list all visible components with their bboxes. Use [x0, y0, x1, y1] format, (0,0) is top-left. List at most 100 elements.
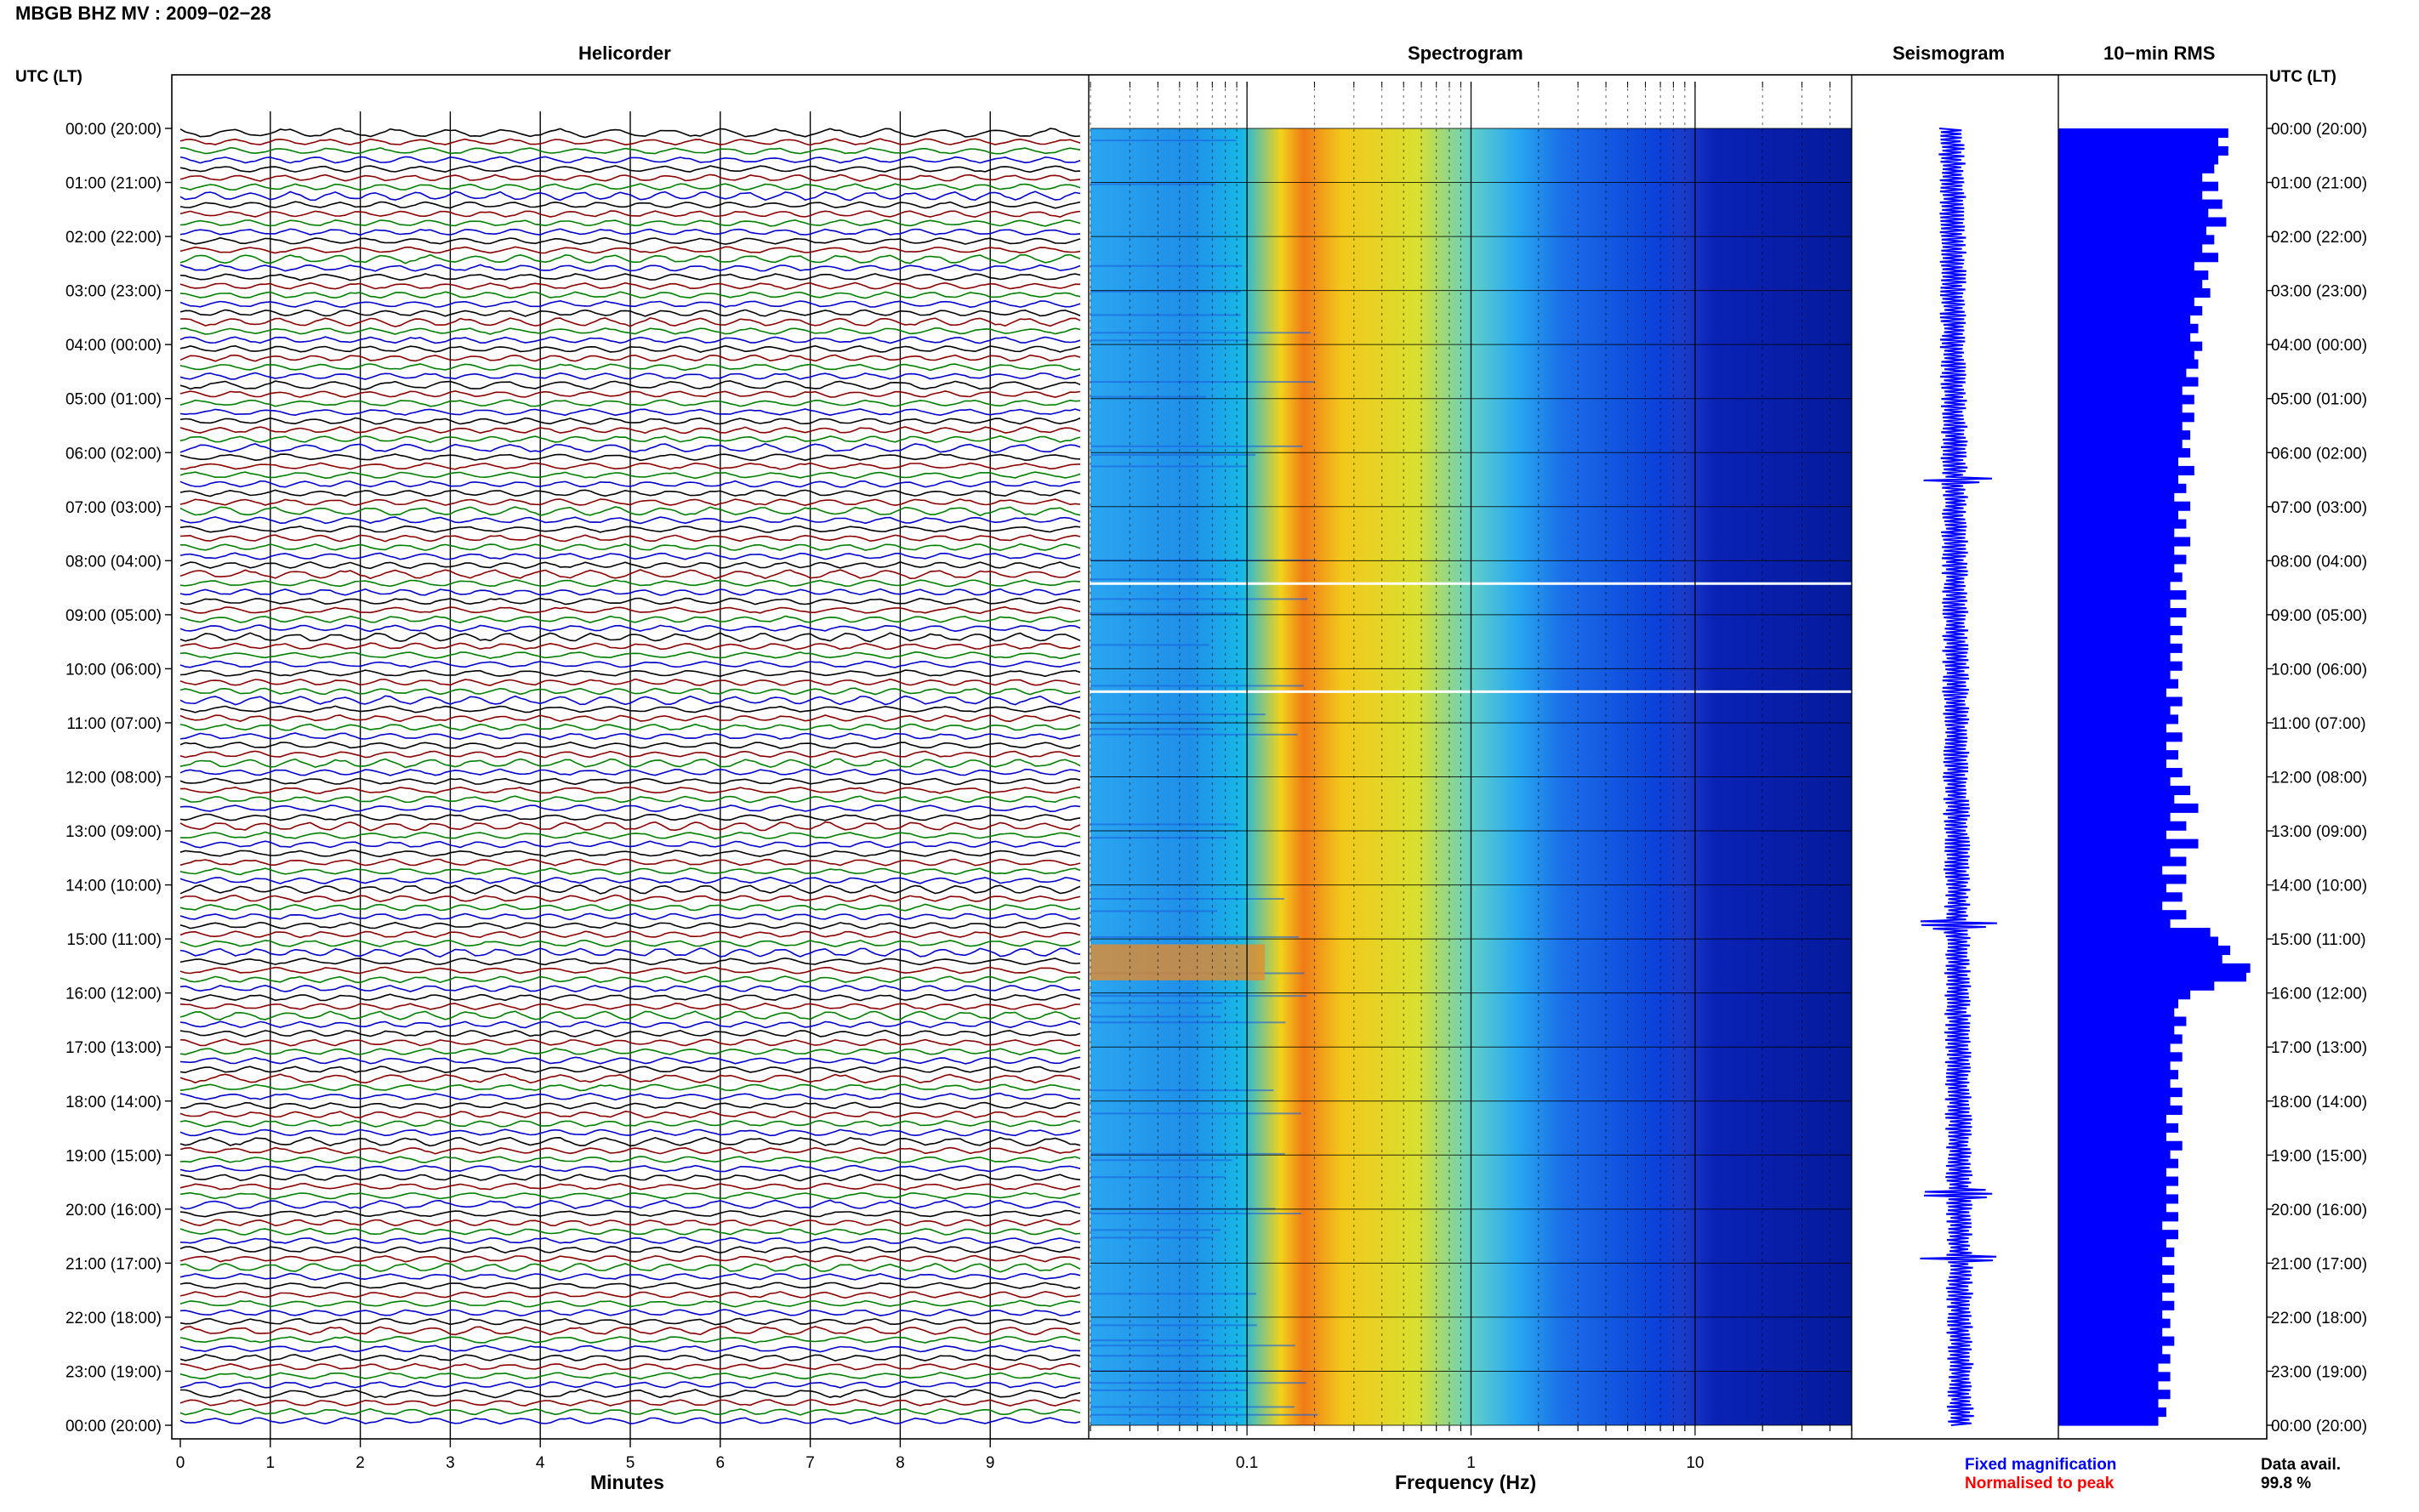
frequency-tick-label: 0.1	[1236, 1454, 1258, 1472]
rms-bar	[2058, 928, 2211, 938]
rms-bar	[2058, 856, 2187, 867]
hour-label-left: 22:00 (18:00)	[65, 1310, 162, 1327]
rms-bar	[2058, 519, 2187, 529]
spectrogram-band	[1090, 465, 1249, 468]
rms-bar	[2058, 1238, 2166, 1248]
rms-bar	[2058, 1300, 2175, 1310]
helicorder-trace	[180, 831, 1081, 839]
helicorder-trace	[179, 1038, 1081, 1047]
rms-bar	[2058, 1256, 2163, 1266]
minute-tick-label: 4	[536, 1454, 545, 1472]
frequency-tick-label: 1	[1466, 1454, 1476, 1472]
rms-bar	[2058, 590, 2187, 600]
minute-tick-label: 0	[176, 1454, 185, 1472]
utc-label-left: UTC (LT)	[15, 68, 83, 86]
spectrogram-band	[1090, 1324, 1257, 1327]
hour-label-right: 22:00 (18:00)	[2271, 1310, 2367, 1327]
helicorder-trace	[179, 1191, 1081, 1200]
hour-label-left: 11:00 (07:00)	[66, 715, 162, 733]
rms-bar	[2058, 1034, 2183, 1044]
rms-bar	[2058, 759, 2166, 769]
spectrogram-band	[1090, 713, 1266, 716]
helicorder-trace	[179, 435, 1081, 443]
helicorder-trace	[179, 1308, 1081, 1317]
rms-bar	[2058, 892, 2183, 902]
spectrogram-band	[1090, 1293, 1256, 1295]
rms-bar	[2058, 972, 2246, 982]
helicorder-trace	[179, 1136, 1081, 1147]
hour-label-right: 23:00 (19:00)	[2271, 1363, 2367, 1381]
rms-bar	[2058, 350, 2194, 361]
spectrogram-band	[1090, 332, 1311, 334]
helicorder-trace	[179, 947, 1081, 958]
helicorder-trace	[179, 605, 1081, 615]
rms-bar	[2058, 510, 2178, 520]
hour-label-left: 23:00 (19:00)	[65, 1363, 162, 1381]
spectrogram-band	[1090, 559, 1317, 561]
rms-bar	[2058, 155, 2218, 165]
helicorder-trace	[179, 695, 1081, 706]
rms-bar	[2058, 1220, 2163, 1231]
hour-label-left: 06:00 (02:00)	[65, 445, 162, 463]
hour-label-left: 02:00 (22:00)	[65, 229, 162, 247]
helicorder-trace	[179, 146, 1081, 155]
spectrogram-band	[1090, 1236, 1214, 1239]
helicorder-trace	[179, 660, 1081, 668]
rms-bar	[2058, 1310, 2163, 1320]
helicorder-trace	[179, 1128, 1081, 1137]
hour-label-left: 07:00 (03:00)	[65, 499, 162, 517]
helicorder-trace	[179, 804, 1081, 813]
helicorder-trace	[179, 741, 1081, 749]
rms-bar	[2058, 1230, 2178, 1240]
hour-label-right: 10:00 (06:00)	[2271, 661, 2367, 679]
spectrogram-band	[1090, 910, 1217, 912]
helicorder-trace	[179, 489, 1081, 497]
rms-bar	[2058, 732, 2183, 742]
rms-bar	[2058, 1274, 2163, 1284]
rms-bar	[2058, 333, 2191, 343]
spectrogram-band	[1090, 1112, 1301, 1115]
hour-label-right: 06:00 (02:00)	[2271, 445, 2367, 463]
helicorder-trace	[179, 299, 1081, 309]
rms-bar	[2058, 1398, 2159, 1408]
hour-label-right: 02:00 (22:00)	[2271, 229, 2367, 247]
helicorder-trace	[179, 1317, 1081, 1326]
hour-label-right: 03:00 (23:00)	[2271, 283, 2367, 301]
helicorder-trace	[179, 903, 1081, 912]
rms-bar	[2058, 288, 2211, 298]
helicorder-trace	[179, 1003, 1081, 1011]
rms-bar	[2058, 1070, 2178, 1080]
spectrogram-band	[1090, 612, 1238, 615]
helicorder-trace	[179, 1246, 1081, 1254]
rms-bar	[2058, 652, 2171, 662]
spectrogram-band	[1090, 733, 1298, 736]
spectrogram-band	[1090, 381, 1314, 384]
minute-tick-label: 1	[266, 1454, 276, 1472]
rms-bar	[2058, 741, 2166, 751]
hour-label-right: 19:00 (15:00)	[2271, 1147, 2367, 1165]
rms-bar	[2058, 1380, 2159, 1390]
spectrogram-band	[1090, 1213, 1302, 1215]
rms-bar	[2058, 883, 2166, 893]
helicorder-trace	[179, 317, 1081, 327]
minute-tick-label: 2	[356, 1454, 365, 1472]
helicorder-trace	[179, 930, 1081, 939]
rms-bar	[2058, 261, 2194, 271]
rms-bar	[2058, 359, 2199, 369]
hour-label-left: 00:00 (20:00)	[65, 121, 162, 139]
hour-label-left: 14:00 (10:00)	[65, 878, 162, 895]
helicorder-trace	[179, 1227, 1081, 1236]
rms-bar	[2058, 1327, 2163, 1338]
helicorder-trace	[179, 813, 1081, 821]
hour-label-right: 16:00 (12:00)	[2271, 986, 2367, 1003]
spectrogram-band	[1090, 264, 1243, 267]
rms-bar	[2058, 243, 2203, 253]
hour-label-left: 04:00 (00:00)	[65, 337, 162, 355]
rms-bar	[2058, 465, 2194, 475]
helicorder-trace	[179, 534, 1081, 543]
rms-bar	[2058, 812, 2171, 822]
rms-bar	[2058, 1292, 2163, 1302]
spectrogram-band	[1090, 728, 1211, 730]
